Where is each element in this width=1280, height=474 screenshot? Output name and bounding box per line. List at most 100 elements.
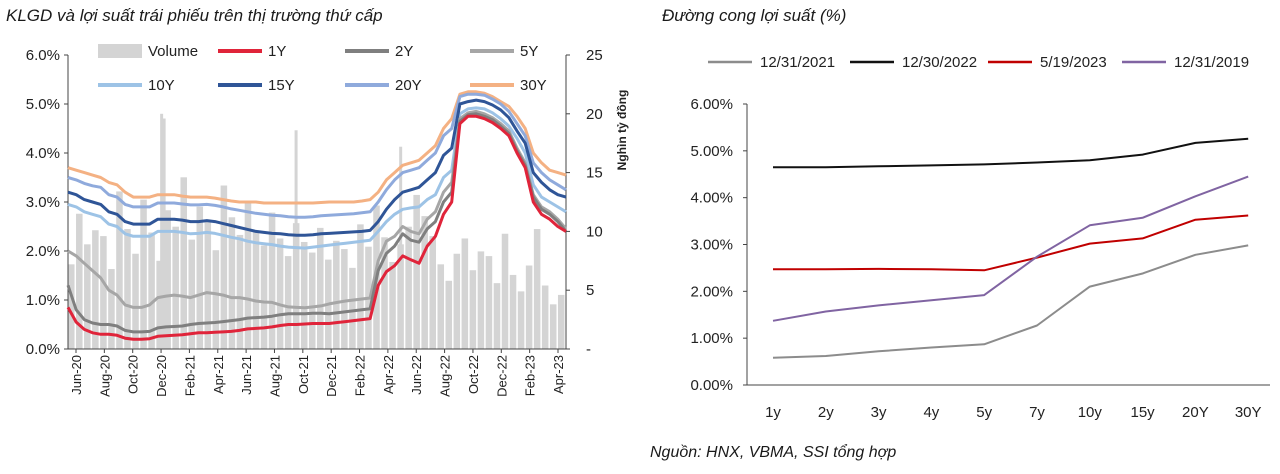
series-line-5y — [67, 109, 568, 310]
right-x-tick-label: 30Y — [1235, 404, 1262, 421]
right-y-tick-label: 6.00% — [690, 96, 733, 113]
left-chart-title: KLGD và lợi suất trái phiếu trên thị trư… — [6, 6, 383, 25]
volume-bar — [501, 233, 509, 349]
legend-item-5y: 5Y — [470, 43, 538, 60]
legend-item-volume: Volume — [98, 43, 198, 60]
volume-bar — [381, 237, 388, 349]
volume-bar — [116, 191, 123, 349]
series-line-2y — [66, 112, 568, 334]
volume-bar — [132, 253, 139, 349]
volume-bar — [276, 238, 284, 349]
volume-peak-bar — [162, 118, 166, 349]
x-tick-label: Aug-22 — [438, 355, 453, 397]
volume-bar — [357, 224, 364, 349]
y-tick-label: 1.0% — [26, 292, 60, 309]
right-y-tick-label: 4.00% — [690, 190, 733, 207]
legend-label: 1Y — [268, 43, 286, 60]
volume-bar — [156, 260, 163, 349]
volume-bar — [204, 221, 212, 349]
y-tick-label: 5.0% — [26, 96, 60, 113]
legend-label: 15Y — [268, 77, 295, 94]
volume-bar — [180, 177, 187, 349]
volume-bar — [188, 239, 196, 349]
volume-bar — [308, 252, 316, 349]
y-tick-label: 3.0% — [26, 194, 60, 211]
legend-item-1y: 1Y — [218, 43, 286, 60]
volume-bar — [100, 236, 107, 349]
legend-label: 20Y — [395, 77, 422, 94]
volume-bar — [284, 256, 292, 349]
right-y-tick-label: 2.00% — [690, 283, 733, 300]
y2-tick-label: 20 — [586, 106, 603, 123]
x-tick-label: Oct-22 — [466, 355, 481, 394]
volume-bar — [228, 217, 236, 349]
legend-label: 30Y — [520, 77, 547, 94]
legend-item-15y: 15Y — [218, 77, 295, 94]
volume-bar — [317, 227, 324, 349]
x-tick-label: Apr-22 — [381, 355, 396, 394]
volume-peak-bar — [399, 146, 403, 349]
y-tick-label: 6.0% — [26, 47, 60, 64]
y2-tick-label: - — [586, 341, 591, 358]
volume-bar — [437, 264, 445, 349]
legend-label: 2Y — [395, 43, 413, 60]
volume-bar — [236, 234, 244, 349]
legend-item-2y: 2Y — [345, 43, 413, 60]
right-chart-title: Đường cong lợi suất (%) — [662, 6, 847, 25]
left-chart: 0.0% 1.0% 2.0% 3.0% 4.0% 5.0% 6.0% - 5 10 15 20 25 Ng… — [26, 43, 629, 397]
volume-bar — [212, 250, 220, 349]
volume-bar — [268, 212, 276, 349]
x-tick-label: Feb-23 — [523, 355, 538, 396]
right-legend-item-12-31-2021: 12/31/2021 — [708, 54, 835, 71]
series-line-1y — [66, 114, 567, 341]
legend-item-10y: 10Y — [98, 77, 175, 94]
right-x-tick-label: 15y — [1131, 404, 1156, 421]
series-line-20y — [67, 92, 567, 219]
volume-bar — [429, 236, 436, 349]
legend-label: 12/30/2022 — [902, 54, 977, 71]
right-x-tick-label: 20Y — [1182, 404, 1209, 421]
legend-label: 10Y — [148, 77, 175, 94]
volume-bar — [148, 232, 155, 349]
series-line-30y — [67, 90, 567, 205]
volume-bar — [413, 194, 420, 349]
x-tick-label: Aug-21 — [267, 355, 282, 397]
legend-label: Volume — [148, 43, 198, 60]
volume-bar — [220, 185, 228, 349]
y2-tick-label: 25 — [586, 47, 603, 64]
series-line-10y — [67, 106, 567, 250]
curve-line-5-19-2023 — [773, 214, 1249, 272]
legend-label: 5/19/2023 — [1040, 54, 1107, 71]
volume-bar — [549, 304, 557, 349]
x-tick-label: Jun-21 — [239, 355, 254, 395]
legend-item-20y: 20Y — [345, 77, 422, 94]
y-tick-label: 2.0% — [26, 243, 60, 260]
y2-tick-label: 15 — [586, 165, 603, 182]
right-x-tick-label: 5y — [976, 404, 992, 421]
volume-bar — [244, 202, 252, 349]
x-tick-label: Dec-21 — [324, 355, 339, 397]
volume-bar — [140, 199, 147, 349]
y2-tick-label: 5 — [586, 282, 594, 299]
right-x-tick-label: 7y — [1029, 404, 1045, 421]
legend-label: 5Y — [520, 43, 538, 60]
volume-bar — [164, 210, 171, 349]
volume-bar — [525, 265, 533, 349]
volume-peak-bar — [294, 130, 298, 349]
x-tick-label: Dec-20 — [154, 355, 169, 397]
volume-bar — [421, 216, 428, 349]
volume-bar — [196, 206, 204, 349]
x-tick-label: Aug-20 — [97, 355, 112, 397]
x-tick-label: Dec-22 — [494, 355, 509, 397]
volume-bar — [485, 256, 493, 349]
source-note: Nguồn: HNX, VBMA, SSI tổng hợp — [650, 444, 897, 461]
right-legend-item-12-31-2019: 12/31/2019 — [1122, 54, 1249, 71]
legend-swatch — [98, 44, 142, 58]
right-y-tick-label: 5.00% — [690, 143, 733, 160]
volume-bar — [389, 261, 396, 349]
volume-bar — [300, 241, 308, 349]
volume-bar — [453, 253, 461, 349]
x-tick-label: Feb-21 — [182, 355, 197, 396]
y2-axis-label: Nghìn tỷ đồng — [615, 90, 629, 171]
volume-bar — [557, 294, 565, 349]
